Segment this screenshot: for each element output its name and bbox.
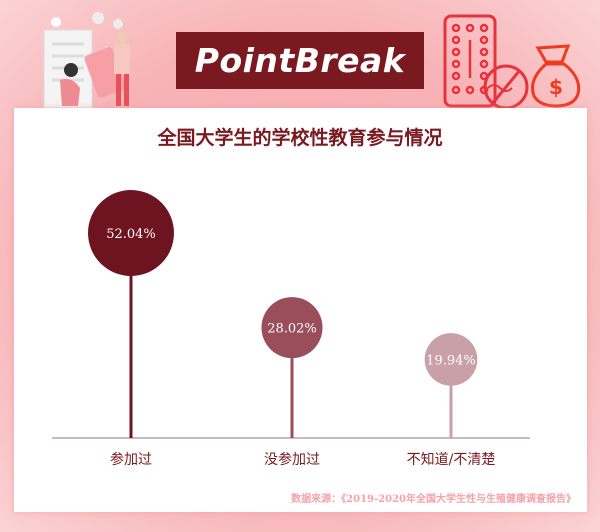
value-label: 52.04% — [106, 227, 156, 242]
money-bag-icon: $ — [531, 44, 581, 108]
data-source: 数据来源：《2019-2020年全国大学生性与生殖健康调查报告》 — [291, 494, 576, 505]
category-label: 不知道/不清楚 — [407, 451, 496, 468]
illustration-people-pills — [43, 12, 130, 109]
lollipop-circle — [261, 297, 323, 359]
category-label: 参加过 — [110, 451, 152, 468]
value-label: 28.02% — [267, 322, 317, 337]
lollipop-circle — [88, 190, 174, 276]
category-label: 没参加过 — [264, 451, 320, 468]
chart-title: 全国大学生的学校性教育参与情况 — [157, 127, 443, 149]
pill-blister-icon — [443, 14, 497, 108]
lollipop-circle — [424, 333, 478, 386]
value-label: 19.94% — [426, 353, 476, 368]
brand-logo: PointBreak — [176, 32, 424, 89]
svg-text:$: $ — [549, 75, 563, 99]
